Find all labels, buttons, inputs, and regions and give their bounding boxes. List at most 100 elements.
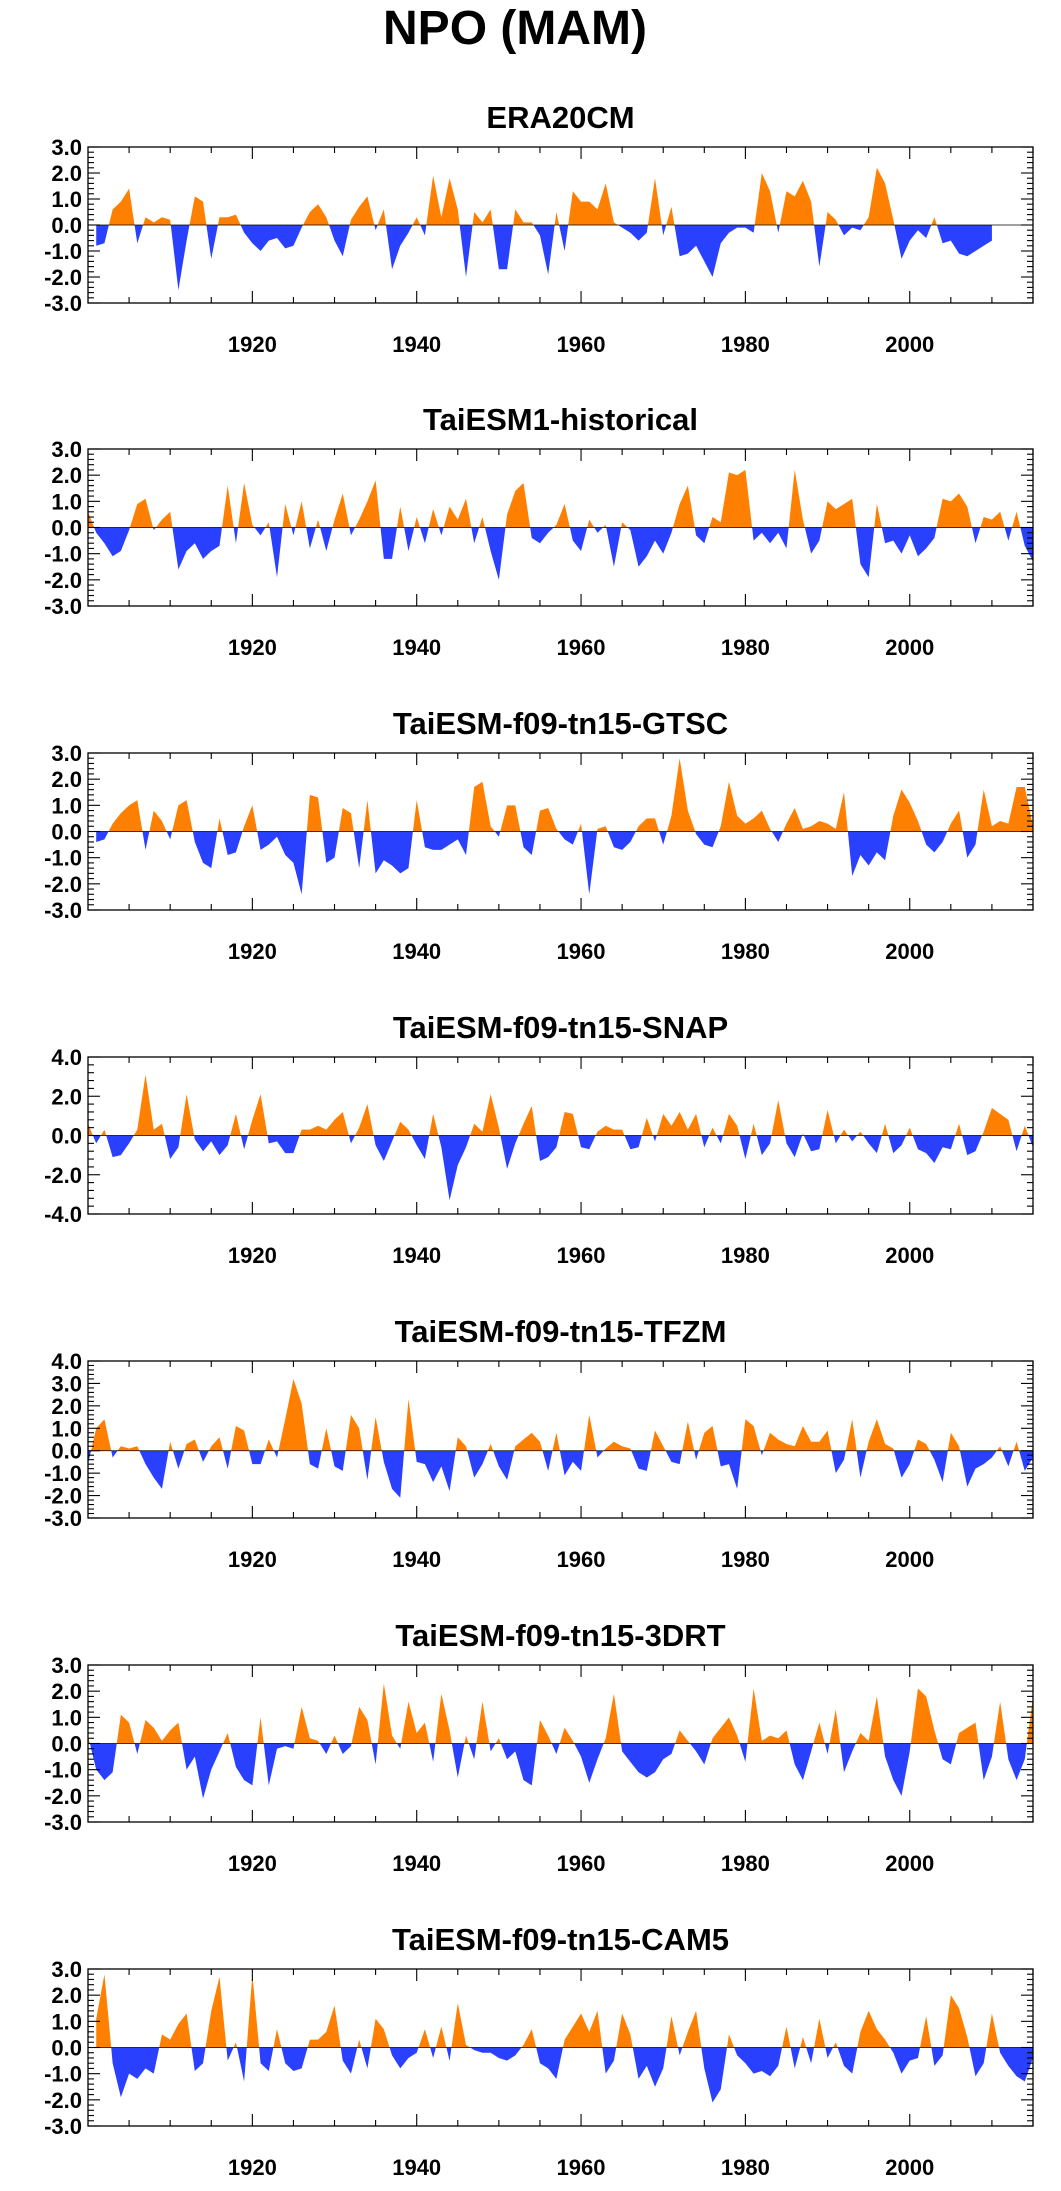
- x-tick-label: 2000: [885, 332, 934, 357]
- chart-title: TaiESM-f09-tn15-CAM5: [392, 1922, 729, 1957]
- negative-anomaly-area: [88, 527, 1033, 580]
- x-tick-label: 2000: [885, 635, 934, 660]
- positive-anomaly-area: [96, 758, 1033, 832]
- y-tick-label: 1.0: [51, 2009, 82, 2034]
- x-tick-label: 1980: [721, 635, 770, 660]
- y-tick-label: 2.0: [51, 1983, 82, 2008]
- y-tick-label: 2.0: [51, 161, 82, 186]
- y-tick-label: 0.0: [51, 1124, 82, 1149]
- x-tick-label: 1920: [228, 635, 277, 660]
- chart-title: TaiESM-f09-tn15-GTSC: [393, 706, 728, 741]
- x-tick-label: 1960: [557, 1243, 606, 1268]
- y-tick-label: 2.0: [51, 1394, 82, 1419]
- y-tick-label: 3.0: [51, 741, 82, 766]
- y-tick-label: -1.0: [44, 1461, 82, 1486]
- y-tick-label: 1.0: [51, 187, 82, 212]
- y-tick-label: 3.0: [51, 1957, 82, 1982]
- x-tick-label: 1960: [557, 1851, 606, 1876]
- y-tick-label: -4.0: [44, 1202, 82, 1227]
- y-tick-label: 4.0: [51, 1045, 82, 1070]
- x-tick-label: 1940: [392, 2155, 441, 2180]
- x-tick-label: 1940: [392, 1547, 441, 1572]
- y-tick-label: 0.0: [51, 2036, 82, 2061]
- chart-panel: TaiESM1-historical 3.02.01.00.0-1.0-2.0-3…: [44, 402, 1034, 660]
- x-tick-label: 1980: [721, 939, 770, 964]
- x-tick-label: 1920: [228, 1547, 277, 1572]
- chart-title: TaiESM-f09-tn15-3DRT: [395, 1618, 725, 1653]
- y-tick-label: 0.0: [51, 1439, 82, 1464]
- x-tick-label: 1920: [228, 332, 277, 357]
- x-tick-label: 2000: [885, 2155, 934, 2180]
- chart-title: ERA20CM: [486, 100, 634, 135]
- x-tick-label: 1940: [392, 635, 441, 660]
- positive-anomaly-area: [88, 1074, 1033, 1136]
- x-tick-label: 1940: [392, 939, 441, 964]
- y-tick-label: 0.0: [51, 1732, 82, 1757]
- x-tick-label: 2000: [885, 1851, 934, 1876]
- y-tick-label: 0.0: [51, 820, 82, 845]
- y-tick-label: 2.0: [51, 463, 82, 488]
- y-tick-label: -1.0: [44, 846, 82, 871]
- x-tick-label: 1920: [228, 2155, 277, 2180]
- y-tick-label: 3.0: [51, 1653, 82, 1678]
- y-tick-label: 2.0: [51, 1084, 82, 1109]
- positive-anomaly-area: [88, 469, 1033, 528]
- y-tick-label: -1.0: [44, 542, 82, 567]
- y-tick-label: -3.0: [44, 1506, 82, 1531]
- y-tick-label: -3.0: [44, 291, 82, 316]
- x-tick-label: 1980: [721, 332, 770, 357]
- x-tick-label: 1920: [228, 939, 277, 964]
- x-tick-label: 1960: [557, 332, 606, 357]
- y-tick-label: -2.0: [44, 872, 82, 897]
- x-tick-label: 1980: [721, 1243, 770, 1268]
- y-tick-label: 1.0: [51, 1416, 82, 1441]
- y-tick-label: 2.0: [51, 1679, 82, 1704]
- y-tick-label: 3.0: [51, 437, 82, 462]
- negative-anomaly-area: [88, 1450, 1033, 1498]
- chart-panel: TaiESM-f09-tn15-GTSC 3.02.01.00.0-1.0-2.0…: [44, 706, 1034, 964]
- negative-anomaly-area: [96, 831, 1033, 895]
- y-tick-label: -2.0: [44, 2088, 82, 2113]
- chart-title: TaiESM1-historical: [423, 402, 698, 437]
- x-tick-label: 1960: [557, 939, 606, 964]
- negative-anomaly-area: [88, 1743, 1033, 1799]
- positive-anomaly-area: [96, 1974, 1033, 2048]
- negative-anomaly-area: [96, 2047, 1033, 2103]
- chart-panel: TaiESM-f09-tn15-TFZM4.03.02.01.00.0-1.0-…: [44, 1314, 1034, 1572]
- chart-title: TaiESM-f09-tn15-TFZM: [395, 1314, 727, 1349]
- y-tick-label: -2.0: [44, 1484, 82, 1509]
- y-tick-label: -2.0: [44, 1784, 82, 1809]
- x-tick-label: 1960: [557, 1547, 606, 1572]
- y-tick-label: -1.0: [44, 239, 82, 264]
- y-tick-label: -3.0: [44, 898, 82, 923]
- y-tick-label: 1.0: [51, 489, 82, 514]
- chart-panel: TaiESM-f09-tn15-CAM5 3.02.01.00.0-1.0-2.0…: [44, 1922, 1034, 2180]
- x-tick-label: 1920: [228, 1851, 277, 1876]
- y-tick-label: 1.0: [51, 1705, 82, 1730]
- y-tick-label: -3.0: [44, 594, 82, 619]
- positive-anomaly-area: [96, 167, 992, 225]
- x-tick-label: 1940: [392, 1851, 441, 1876]
- y-tick-label: -2.0: [44, 568, 82, 593]
- y-tick-label: -3.0: [44, 1810, 82, 1835]
- chart-title: TaiESM-f09-tn15-SNAP: [393, 1010, 728, 1045]
- x-tick-label: 2000: [885, 1547, 934, 1572]
- x-tick-label: 1940: [392, 1243, 441, 1268]
- y-tick-label: -2.0: [44, 265, 82, 290]
- y-tick-label: 3.0: [51, 135, 82, 160]
- x-tick-label: 1940: [392, 332, 441, 357]
- x-tick-label: 1980: [721, 1547, 770, 1572]
- x-tick-label: 2000: [885, 1243, 934, 1268]
- chart-panel: TaiESM-f09-tn15-3DRT 3.02.01.00.0-1.0-2.0…: [44, 1618, 1034, 1876]
- chart-panel: ERA20CM 3.02.01.00.0-1.0-2.0-3.0 1920 1940 1…: [44, 100, 1034, 357]
- negative-anomaly-area: [96, 225, 992, 290]
- chart-panel: TaiESM-f09-tn15-SNAP 4.0 2.0 0.0 -2.0 -4.0 192…: [44, 1010, 1034, 1268]
- y-tick-label: -3.0: [44, 2114, 82, 2139]
- x-tick-label: 1920: [228, 1243, 277, 1268]
- plot-frame: [87, 1360, 1034, 1519]
- y-tick-label: 2.0: [51, 767, 82, 792]
- y-tick-label: 3.0: [51, 1371, 82, 1396]
